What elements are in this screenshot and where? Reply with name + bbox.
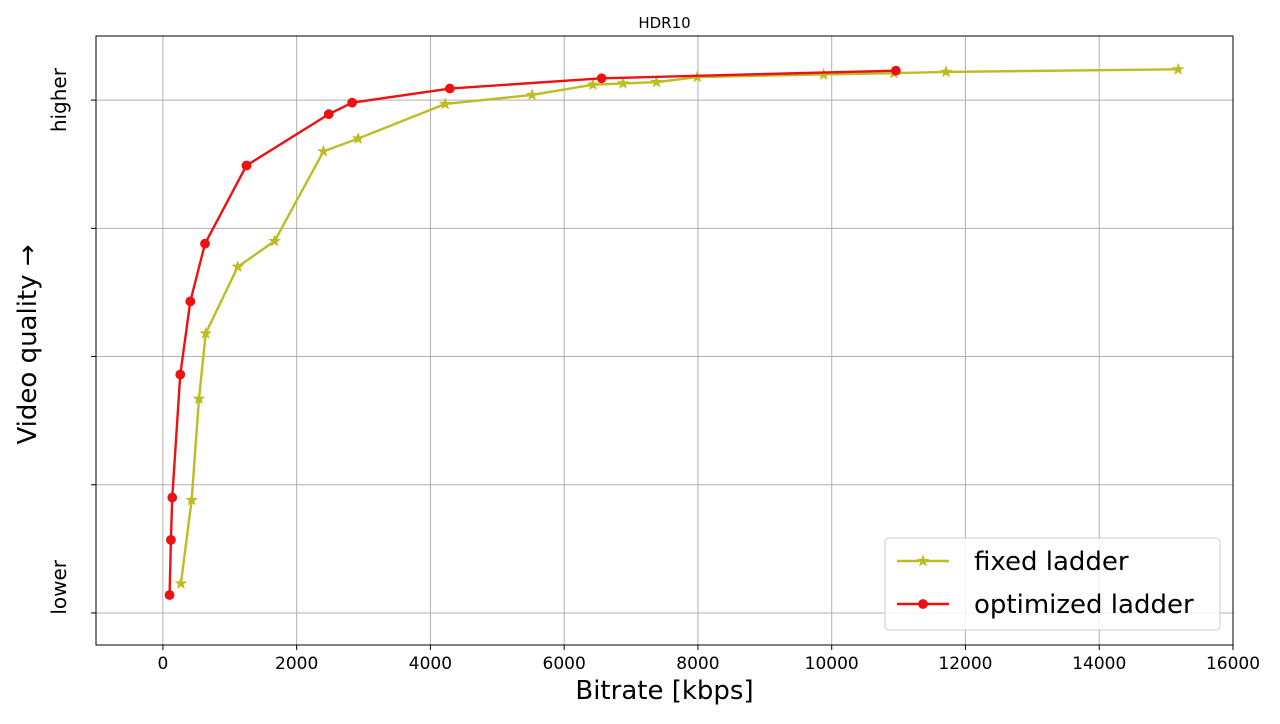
data-point-fixed-ladder	[586, 78, 600, 91]
x-tick-label: 10000	[805, 654, 859, 674]
series-line-fixed-ladder	[179, 68, 1179, 584]
data-point-fixed-ladder	[174, 576, 188, 589]
axes: 0 2000 4000 6000 8000 10000 12000 14000 16000	[91, 99, 1260, 674]
data-point-fixed-ladder	[185, 493, 198, 506]
data-point-fixed-ladder	[438, 97, 452, 110]
x-tick-label: 4000	[409, 654, 452, 674]
data-point-fixed-ladder	[351, 131, 365, 144]
data-point-fixed-ladder	[192, 392, 206, 405]
data-point-fixed-ladder	[650, 75, 663, 88]
y-annotation-higher: higher	[47, 67, 71, 132]
data-point-optimized-ladder	[164, 590, 175, 600]
y-annotation-lower: lower	[47, 559, 71, 614]
legend-label: optimized ladder	[974, 590, 1194, 620]
plot-frame	[95, 35, 1234, 646]
data-point-optimized-ladder	[891, 65, 901, 76]
legend-items: fixed ladder optimized ladder	[897, 547, 1194, 620]
chart-title: HDR10	[638, 14, 690, 32]
data-point-fixed-ladder	[939, 65, 953, 78]
data-point-optimized-ladder	[200, 238, 210, 249]
data-point-optimized-ladder	[323, 109, 334, 120]
legend-swatch-marker	[918, 599, 928, 609]
series-line-optimized-ladder	[168, 69, 896, 596]
data-point-optimized-ladder	[166, 534, 176, 545]
legend-box	[884, 537, 1221, 631]
legend-label: fixed ladder	[974, 547, 1129, 577]
x-tick-label: 14000	[1072, 654, 1126, 674]
x-tick-label: 0	[157, 654, 168, 674]
data-point-fixed-ladder	[317, 144, 330, 157]
x-tick-label: 2000	[275, 654, 318, 674]
series-layer	[164, 62, 1185, 600]
x-tick-label: 16000	[1206, 654, 1260, 674]
data-point-optimized-ladder	[347, 97, 358, 108]
data-point-fixed-ladder	[231, 260, 245, 273]
data-point-optimized-ladder	[167, 492, 178, 503]
x-tick-label: 8000	[676, 654, 719, 674]
series-optimized-ladder	[164, 65, 901, 600]
legend-item-optimized-ladder: optimized ladder	[897, 590, 1194, 620]
data-point-fixed-ladder	[1171, 62, 1185, 75]
x-tick-label: 6000	[543, 654, 586, 674]
data-point-optimized-ladder	[444, 83, 455, 94]
data-point-optimized-ladder	[596, 73, 607, 84]
data-point-fixed-ladder	[199, 326, 213, 339]
data-point-fixed-ladder	[525, 88, 539, 101]
legend-item-fixed-ladder: fixed ladder	[897, 547, 1129, 577]
x-tick-label: 12000	[938, 654, 992, 674]
data-point-fixed-ladder	[616, 76, 630, 89]
data-point-optimized-ladder	[241, 160, 252, 171]
legend-swatch-marker	[916, 554, 930, 567]
legend: fixed ladder optimized ladder	[884, 537, 1221, 631]
data-point-optimized-ladder	[185, 296, 196, 307]
y-axis-label: Video quality →	[13, 244, 43, 444]
data-point-fixed-ladder	[268, 234, 281, 247]
x-axis-label: Bitrate [kbps]	[575, 676, 753, 706]
data-point-optimized-ladder	[175, 369, 186, 380]
